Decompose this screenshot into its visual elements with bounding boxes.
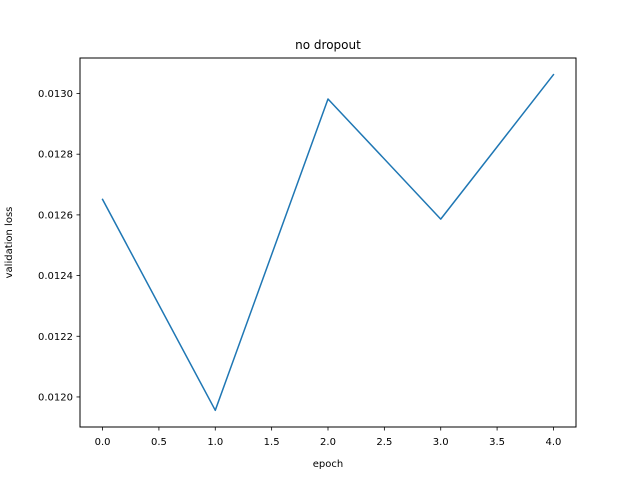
x-axis-label: epoch	[313, 459, 343, 470]
y-axis-label: validation loss	[4, 207, 15, 279]
y-tick-label: 0.0130	[38, 89, 73, 100]
ticks-layer: 0.0 0.5 1.0 1.5 2.0 2.5 3.0 3.5 4.0 0.0120 0.0122 0…	[38, 89, 561, 448]
y-tick-label: 0.0122	[38, 332, 73, 343]
plot-area	[80, 58, 576, 427]
x-tick-label: 0.0	[95, 437, 111, 448]
x-tick-label: 1.5	[264, 437, 280, 448]
y-tick-label: 0.0124	[38, 271, 73, 282]
y-tick-label: 0.0128	[38, 150, 73, 161]
x-tick-label: 2.5	[376, 437, 392, 448]
y-tick-label: 0.0126	[38, 210, 73, 221]
x-tick-label: 3.0	[433, 437, 449, 448]
x-tick-label: 0.5	[151, 437, 167, 448]
x-tick-label: 4.0	[546, 437, 562, 448]
x-tick-label: 2.0	[320, 437, 336, 448]
y-tick-label: 0.0120	[38, 392, 73, 403]
x-tick-label: 3.5	[489, 437, 505, 448]
series-layer	[101, 73, 555, 412]
plot-frame	[79, 57, 577, 428]
chart-title: no dropout	[295, 38, 361, 52]
series-line	[101, 73, 555, 412]
x-tick-label: 1.0	[207, 437, 223, 448]
